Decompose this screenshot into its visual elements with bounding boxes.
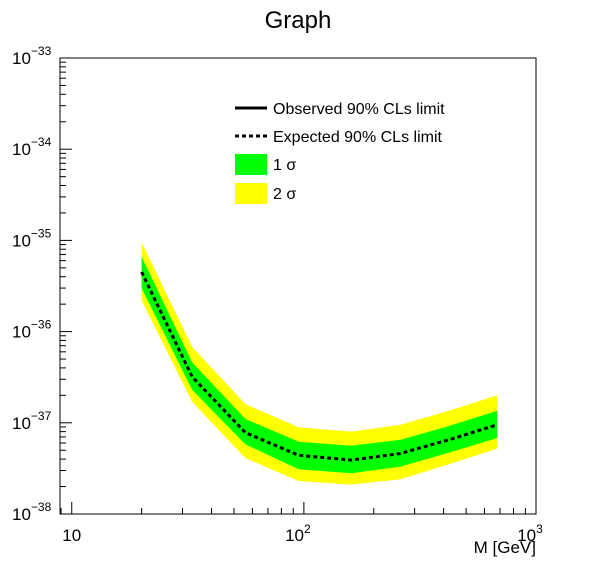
band-1sigma	[141, 256, 498, 474]
x-axis-label: M [GeV]	[474, 538, 536, 557]
chart-title: Graph	[265, 7, 332, 34]
legend-fill-swatch	[235, 154, 267, 175]
x-tick-label: 10	[62, 526, 81, 545]
x-tick-label: 102	[285, 522, 311, 545]
legend-label: Expected 90% CLs limit	[273, 129, 443, 146]
legend-label: Observed 90% CLs limit	[273, 101, 445, 118]
axes	[60, 57, 537, 515]
y-tick-label: 10−33	[12, 44, 52, 68]
y-tick-label: 10−38	[12, 500, 52, 524]
limit-lines	[140, 271, 498, 462]
legend-label: 2 σ	[273, 186, 296, 203]
y-tick-label: 10−36	[12, 318, 52, 342]
expected-limit-line	[140, 271, 498, 462]
legend: Observed 90% CLs limit Expected 90% CLs l…	[235, 101, 445, 204]
tick-labels: 10 102 103 10−38 10−37 10−36 10−35 10−34 10−33	[12, 44, 543, 545]
y-tick-label: 10−34	[12, 135, 52, 159]
sigma-bands	[141, 242, 498, 485]
legend-fill-swatch	[235, 183, 267, 204]
legend-label: 1 σ	[273, 157, 296, 174]
y-tick-label: 10−37	[12, 409, 52, 433]
plot-frame	[59, 57, 537, 515]
x-tick-label: 103	[517, 522, 543, 545]
y-tick-label: 10−35	[12, 226, 52, 250]
